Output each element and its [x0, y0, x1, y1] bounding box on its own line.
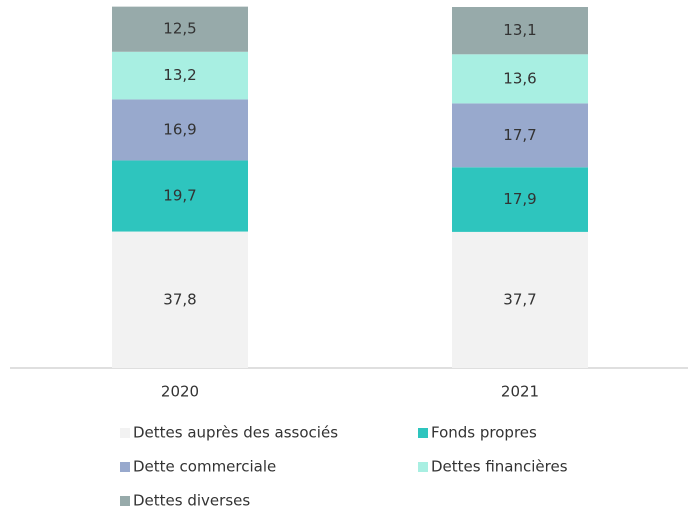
x-tick-label: 2021 [501, 383, 539, 401]
bar-segment [452, 167, 588, 232]
data-label: 37,7 [503, 290, 536, 308]
data-label: 19,7 [163, 186, 196, 204]
bar-segment [452, 54, 588, 104]
data-label: 13,2 [163, 66, 196, 84]
data-label: 12,5 [163, 20, 196, 38]
legend-swatch [120, 462, 130, 472]
legend-label: Dettes auprès des associés [133, 424, 338, 442]
data-label: 16,9 [163, 120, 196, 138]
data-label: 17,9 [503, 190, 536, 208]
legend-label: Dette commerciale [133, 458, 276, 476]
legend-swatch [120, 496, 130, 506]
legend-label: Dettes diverses [133, 492, 250, 510]
bar-segment [452, 231, 588, 368]
bar-segment [452, 7, 588, 55]
bar-segment [452, 103, 588, 168]
data-label: 13,6 [503, 69, 536, 87]
bar-segment [112, 99, 248, 161]
bar-segment [112, 231, 248, 368]
legend-swatch [120, 428, 130, 438]
x-tick-label: 2020 [161, 383, 199, 401]
data-label: 37,8 [163, 290, 196, 308]
bar-segment [112, 160, 248, 232]
legend-swatch [418, 462, 428, 472]
legend-swatch [418, 428, 428, 438]
bar-segment [112, 6, 248, 52]
bar-segment [112, 51, 248, 100]
legend-label: Fonds propres [431, 424, 537, 442]
data-label: 13,1 [503, 21, 536, 39]
data-label: 17,7 [503, 126, 536, 144]
legend-label: Dettes financières [431, 458, 568, 476]
